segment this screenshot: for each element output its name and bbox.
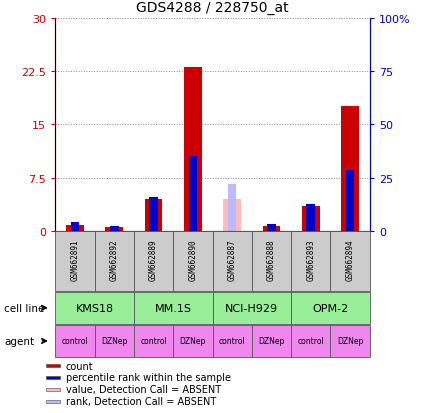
Text: KMS18: KMS18	[76, 303, 113, 313]
Text: control: control	[298, 337, 324, 346]
Bar	[46, 376, 60, 379]
Title: GDS4288 / 228750_at: GDS4288 / 228750_at	[136, 1, 289, 15]
Bar	[291, 292, 370, 324]
Bar	[267, 225, 276, 231]
Bar	[302, 206, 320, 231]
Bar	[66, 225, 84, 231]
Bar	[134, 325, 173, 357]
Bar	[134, 231, 173, 291]
Text: DZNep: DZNep	[101, 337, 128, 346]
Bar	[291, 231, 331, 291]
Text: control: control	[219, 337, 246, 346]
Bar	[223, 199, 241, 231]
Text: OPM-2: OPM-2	[312, 303, 348, 313]
Text: control: control	[62, 337, 88, 346]
Bar	[184, 68, 202, 231]
Bar	[46, 400, 60, 403]
Text: DZNep: DZNep	[258, 337, 285, 346]
Text: GSM662889: GSM662889	[149, 239, 158, 281]
Bar	[94, 325, 134, 357]
Text: GSM662891: GSM662891	[71, 239, 79, 281]
Bar	[55, 325, 94, 357]
Text: GSM662893: GSM662893	[306, 239, 315, 281]
Bar	[134, 292, 212, 324]
Text: value, Detection Call = ABSENT: value, Detection Call = ABSENT	[66, 385, 221, 394]
Bar	[189, 157, 197, 231]
Bar	[291, 325, 331, 357]
Text: percentile rank within the sample: percentile rank within the sample	[66, 373, 231, 382]
Text: rank, Detection Call = ABSENT: rank, Detection Call = ABSENT	[66, 396, 216, 406]
Text: GSM662888: GSM662888	[267, 239, 276, 281]
Bar	[263, 226, 280, 231]
Bar	[55, 292, 134, 324]
Bar	[94, 231, 134, 291]
Text: GSM662892: GSM662892	[110, 239, 119, 281]
Bar	[46, 364, 60, 368]
Text: count: count	[66, 361, 94, 371]
Bar	[149, 197, 158, 231]
Text: NCI-H929: NCI-H929	[225, 303, 278, 313]
Text: control: control	[140, 337, 167, 346]
Bar	[173, 231, 212, 291]
Text: DZNep: DZNep	[180, 337, 206, 346]
Bar	[173, 325, 212, 357]
Text: cell line: cell line	[4, 303, 45, 313]
Bar	[212, 325, 252, 357]
Bar	[252, 231, 291, 291]
Text: GSM662887: GSM662887	[228, 239, 237, 281]
Text: DZNep: DZNep	[337, 337, 363, 346]
Text: GSM662890: GSM662890	[188, 239, 197, 281]
Bar	[252, 325, 291, 357]
Bar	[341, 107, 359, 231]
Bar	[212, 231, 252, 291]
Bar	[346, 171, 354, 231]
Text: MM.1S: MM.1S	[155, 303, 192, 313]
Bar	[55, 231, 94, 291]
Bar	[212, 292, 291, 324]
Bar	[105, 228, 123, 231]
Text: GSM662894: GSM662894	[346, 239, 354, 281]
Bar	[71, 223, 79, 231]
Bar	[110, 226, 119, 231]
Bar	[228, 185, 236, 231]
Bar	[331, 231, 370, 291]
Bar	[144, 199, 162, 231]
Bar	[331, 325, 370, 357]
Text: agent: agent	[4, 336, 34, 346]
Bar	[306, 205, 315, 231]
Bar	[46, 388, 60, 391]
